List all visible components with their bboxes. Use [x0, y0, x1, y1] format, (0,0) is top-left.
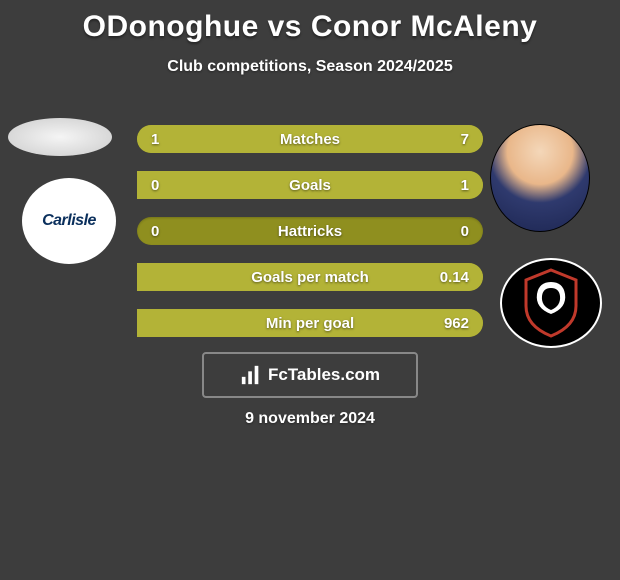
stat-row: 0 Goals 1 [137, 171, 483, 199]
stat-value-right: 1 [461, 177, 469, 194]
stat-value-left: 0 [151, 177, 159, 194]
player-right-avatar [490, 124, 590, 232]
footer-brand-box: FcTables.com [202, 352, 418, 398]
stat-label: Hattricks [278, 223, 342, 240]
club-left-name: Carlisle [42, 212, 96, 230]
stat-label: Matches [280, 131, 340, 148]
stat-row: Goals per match 0.14 [137, 263, 483, 291]
stat-row: 0 Hattricks 0 [137, 217, 483, 245]
stat-value-right: 0 [461, 223, 469, 240]
club-right-logo [500, 258, 602, 348]
stat-label: Goals [289, 177, 331, 194]
stat-label: Goals per match [251, 269, 369, 286]
stat-value-left: 1 [151, 131, 159, 148]
stat-label: Min per goal [266, 315, 354, 332]
page-title: ODonoghue vs Conor McAleny [0, 0, 620, 44]
footer-brand-text: FcTables.com [268, 365, 380, 385]
stat-value-right: 7 [461, 131, 469, 148]
stat-value-left: 0 [151, 223, 159, 240]
stat-value-right: 0.14 [440, 269, 469, 286]
stats-container: 1 Matches 7 0 Goals 1 0 Hattricks 0 Goal… [137, 125, 483, 355]
club-left-logo: Carlisle [22, 178, 116, 264]
shield-lion-icon [521, 268, 581, 338]
stat-value-right: 962 [444, 315, 469, 332]
subtitle: Club competitions, Season 2024/2025 [0, 58, 620, 76]
date-text: 9 november 2024 [0, 410, 620, 428]
stat-row: Min per goal 962 [137, 309, 483, 337]
player-left-avatar [8, 118, 112, 156]
bar-chart-icon [240, 364, 262, 386]
stat-row: 1 Matches 7 [137, 125, 483, 153]
